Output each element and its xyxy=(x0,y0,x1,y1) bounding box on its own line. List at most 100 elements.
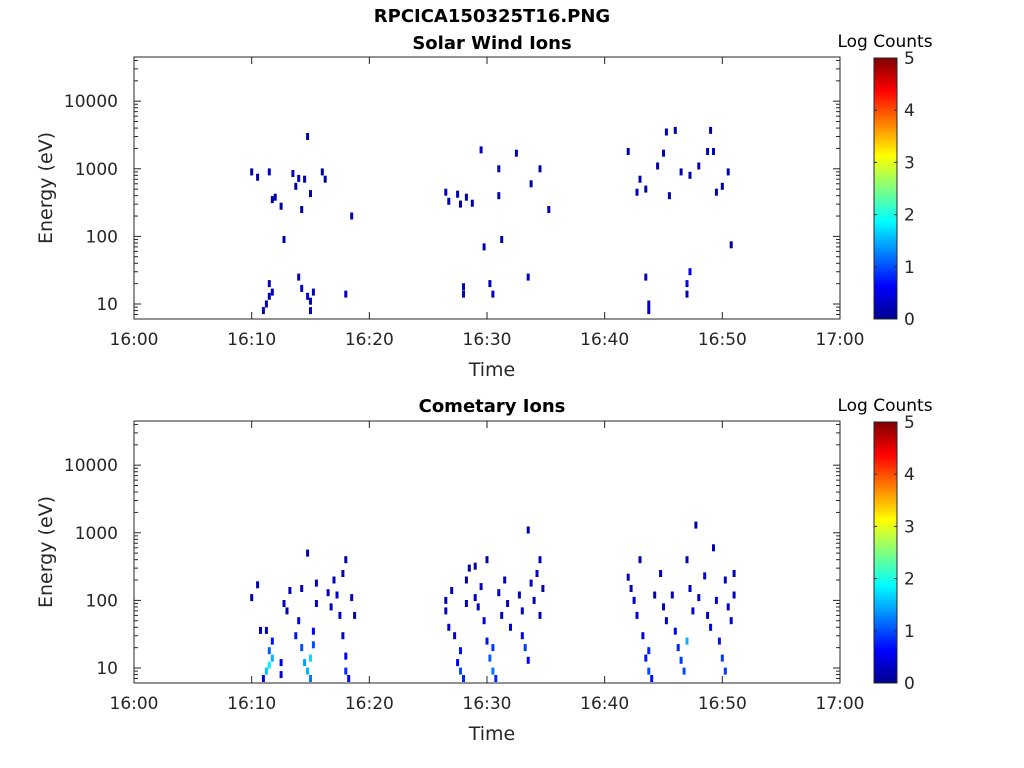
x-tick-label: 16:20 xyxy=(345,694,394,714)
heatmap-cell xyxy=(714,188,718,196)
heatmap-cell xyxy=(456,659,460,667)
heatmap-cell xyxy=(706,611,710,619)
heatmap-cell xyxy=(459,647,462,655)
heatmap-cell xyxy=(526,656,530,664)
heatmap-cell xyxy=(250,594,254,602)
heatmap-cell xyxy=(662,603,665,611)
heatmap-cell xyxy=(482,617,486,625)
heatmap-cell xyxy=(720,182,724,190)
heatmap-cell xyxy=(694,521,698,529)
heatmap-cell xyxy=(273,193,277,201)
y-tick-label: 1000 xyxy=(75,524,118,544)
heatmap-cell xyxy=(459,200,462,208)
heatmap-cell xyxy=(309,675,312,682)
heatmap-cell xyxy=(688,268,692,276)
heatmap-cell xyxy=(476,603,480,611)
heatmap-cell xyxy=(488,280,492,288)
heatmap-cell xyxy=(647,300,651,308)
heatmap-cell xyxy=(491,644,495,652)
heatmap-cell xyxy=(488,654,492,662)
heatmap-cell xyxy=(653,591,657,599)
colorbar-tick-label: 2 xyxy=(904,206,915,226)
heatmap-cell xyxy=(329,603,333,611)
heatmap-cell xyxy=(720,654,724,662)
heatmap-cell xyxy=(306,549,310,557)
figure-title: RPCICA150325T16.PNG xyxy=(373,6,611,27)
heatmap-cell xyxy=(667,192,671,200)
heatmap-cell xyxy=(282,236,286,243)
heatmap-cell xyxy=(306,667,310,675)
heatmap-cell xyxy=(250,168,254,176)
heatmap-cell xyxy=(341,632,345,640)
heatmap-cell xyxy=(285,607,289,615)
heatmap-cell xyxy=(670,591,674,599)
heatmap-cell xyxy=(650,675,654,682)
colorbar-tick-label: 3 xyxy=(904,153,915,173)
heatmap-cell xyxy=(338,611,342,619)
heatmap-cell xyxy=(706,148,710,155)
heatmap-cells xyxy=(250,126,733,315)
colorbar-tick-label: 4 xyxy=(904,101,915,121)
x-tick-label: 17:00 xyxy=(816,694,865,714)
heatmap-cell xyxy=(497,589,501,597)
heatmap-cell xyxy=(259,626,262,634)
heatmap-cell xyxy=(291,170,295,177)
heatmap-cell xyxy=(485,556,489,564)
heatmap-cell xyxy=(497,192,501,200)
heatmap-cell xyxy=(491,290,495,298)
heatmap-cell xyxy=(311,288,315,296)
colorbar-tick-label: 0 xyxy=(904,674,915,694)
x-tick-label: 16:40 xyxy=(580,330,629,350)
colorbar-tick-label: 1 xyxy=(904,622,915,642)
heatmap-cell xyxy=(456,190,460,198)
y-tick-label: 10 xyxy=(96,659,118,679)
heatmap-cell xyxy=(447,623,451,631)
heatmap-cell xyxy=(638,556,642,564)
heatmap-cell xyxy=(270,637,274,645)
heatmap-cell xyxy=(682,667,686,675)
heatmap-cell xyxy=(500,236,504,243)
colorbar-tick-label: 5 xyxy=(904,49,915,69)
heatmap-cell xyxy=(294,632,298,640)
colorbar xyxy=(873,57,898,320)
heatmap-cell xyxy=(264,300,268,308)
heatmap-cell xyxy=(479,583,483,591)
heatmap-cell xyxy=(264,626,268,634)
heatmap-cell xyxy=(464,193,468,201)
heatmap-cell xyxy=(517,591,521,599)
heatmap-cell xyxy=(494,675,498,682)
heatmap-cell xyxy=(688,585,692,592)
heatmap-cell xyxy=(529,579,533,587)
heatmap-cell xyxy=(729,617,733,625)
heatmap-cell xyxy=(314,579,318,587)
y-tick-label: 1000 xyxy=(75,160,118,180)
heatmap-cell xyxy=(270,288,274,296)
heatmap-cell xyxy=(506,600,510,607)
heatmap-cell xyxy=(662,149,665,157)
x-tick-label: 16:20 xyxy=(345,330,394,350)
heatmap-cell xyxy=(717,637,721,645)
heatmap-cell xyxy=(464,600,468,607)
heatmap-cell xyxy=(314,600,318,607)
heatmap-cell xyxy=(267,168,271,176)
y-tick-label: 10000 xyxy=(64,456,118,476)
heatmap-cell xyxy=(464,576,468,584)
x-tick-label: 16:00 xyxy=(110,330,159,350)
heatmap-cell xyxy=(267,280,271,288)
heatmap-cell xyxy=(679,656,683,664)
heatmap-cell xyxy=(306,133,310,140)
heatmap-cell xyxy=(267,661,271,669)
heatmap-cell xyxy=(632,596,636,604)
heatmap-cell xyxy=(626,573,630,581)
heatmap-cell xyxy=(344,652,348,660)
heatmap-cell xyxy=(270,196,274,204)
heatmap-cell xyxy=(303,659,307,667)
y-axis-label: Energy (eV) xyxy=(35,132,57,244)
heatmap-cell xyxy=(320,168,324,176)
heatmap-cell xyxy=(282,600,286,607)
heatmap-cell xyxy=(347,675,351,682)
heatmap-cell xyxy=(303,175,307,183)
axis-ticks: 16:00 16:10 16:20 16:30 16:40 16:50 17:00 10 100… xyxy=(64,57,865,350)
heatmap-cell xyxy=(685,280,689,288)
